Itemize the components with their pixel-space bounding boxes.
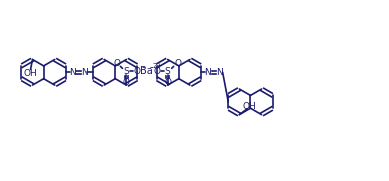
Text: O: O — [134, 67, 141, 76]
Text: O: O — [113, 59, 120, 68]
Text: S: S — [123, 67, 129, 76]
Text: N: N — [81, 68, 88, 77]
Text: N: N — [69, 68, 76, 77]
Text: OH: OH — [24, 69, 37, 78]
Text: O: O — [174, 59, 181, 68]
Text: OH: OH — [242, 102, 256, 111]
Text: Ba: Ba — [140, 66, 152, 76]
Text: S: S — [165, 67, 171, 76]
Text: O: O — [153, 67, 160, 76]
Text: 2+: 2+ — [153, 63, 163, 69]
Text: O: O — [164, 78, 171, 87]
Text: N: N — [216, 68, 223, 77]
Text: -: - — [141, 62, 145, 72]
Text: -: - — [149, 62, 153, 72]
Text: N: N — [205, 68, 211, 77]
Text: O: O — [123, 78, 130, 87]
